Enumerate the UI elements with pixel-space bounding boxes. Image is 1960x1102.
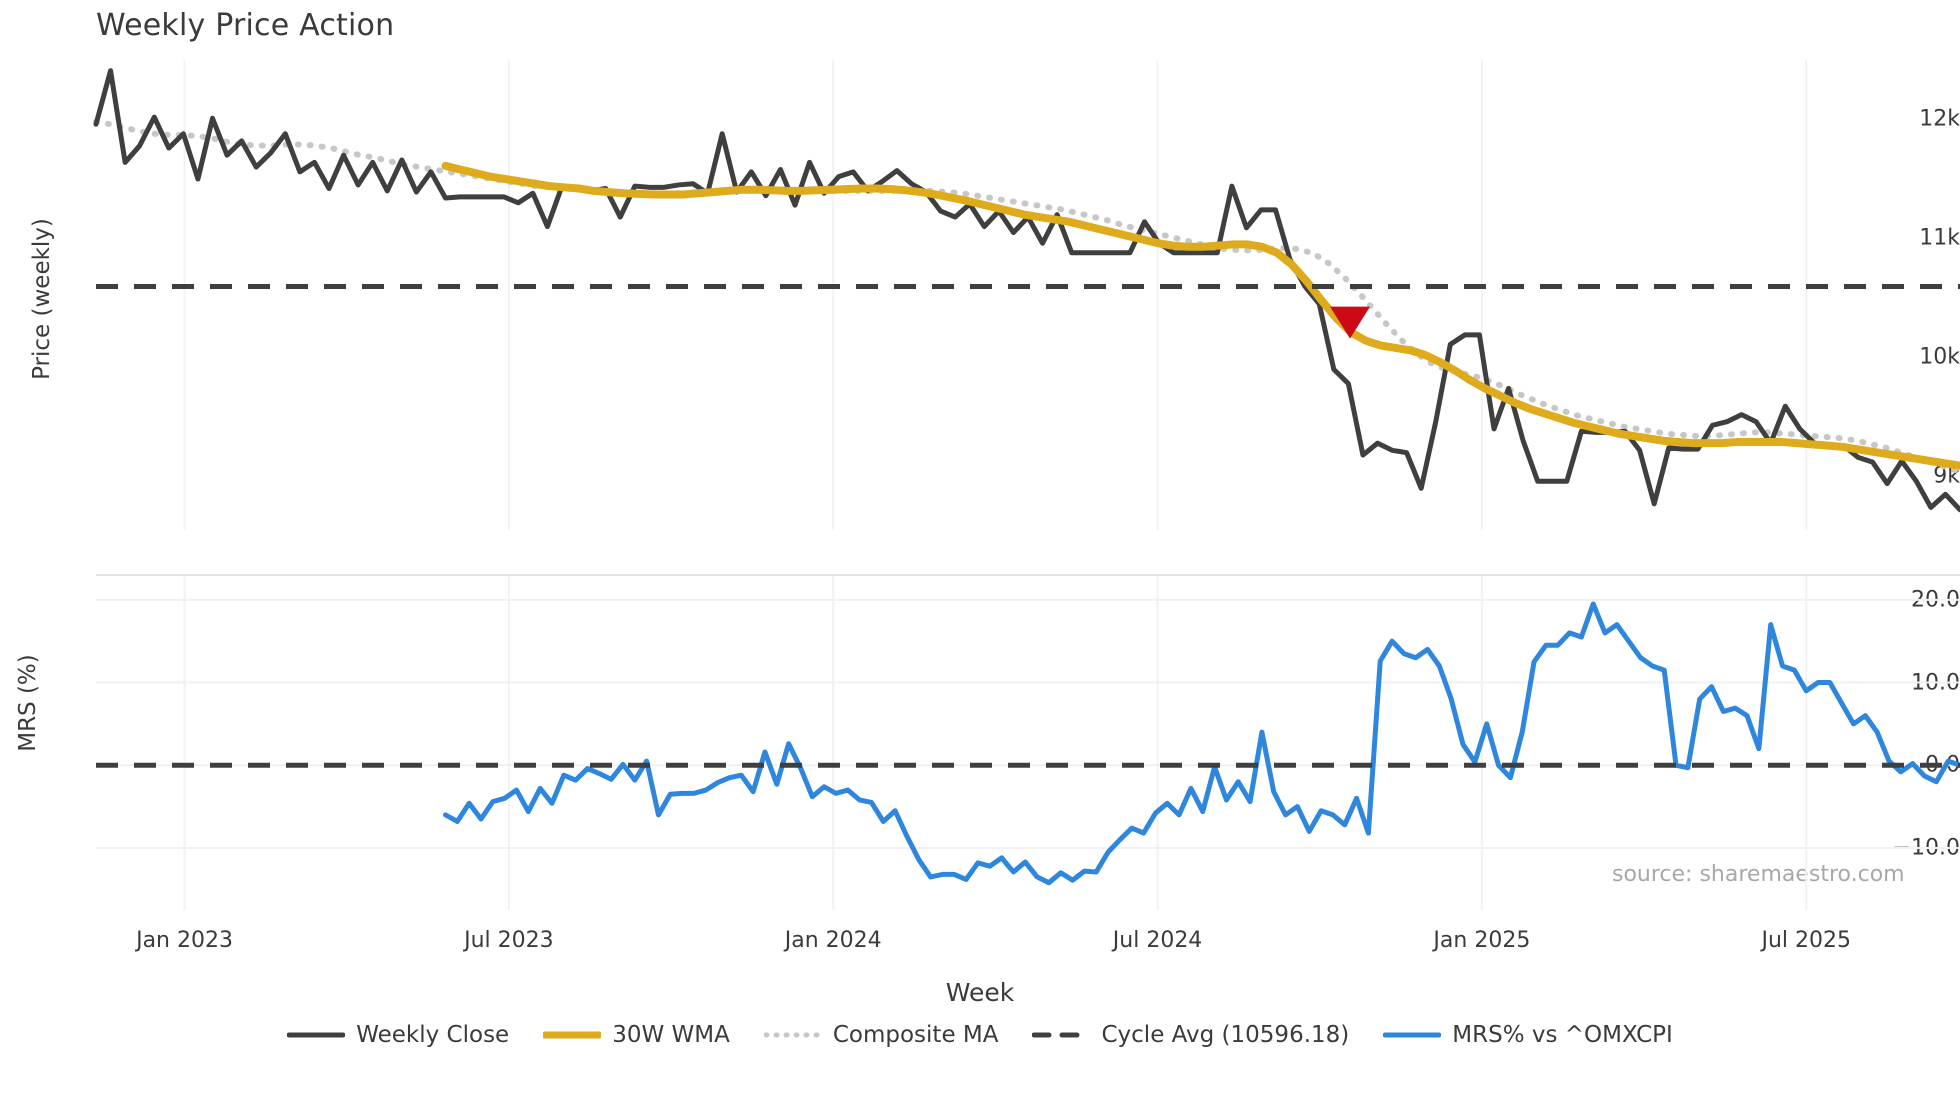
x-tick-label: Jul 2025 (1761, 928, 1851, 953)
legend-swatch-2 (543, 1031, 602, 1039)
legend-label: MRS% vs ^OMXCPI (1452, 1022, 1673, 1048)
series-30w-wma (441, 161, 1960, 470)
legend-swatch-4 (1032, 1032, 1091, 1038)
legend-item[interactable]: Cycle Avg (10596.18) (1032, 1022, 1349, 1048)
legend-label: Weekly Close (356, 1022, 510, 1048)
legend-swatch-5 (1383, 1032, 1442, 1038)
x-tick-label: Jul 2023 (464, 928, 554, 953)
chart-title: Weekly Price Action (96, 8, 395, 43)
legend-label: Composite MA (832, 1022, 999, 1048)
legend-item[interactable]: Weekly Close (287, 1022, 509, 1048)
legend-label: 30W WMA (612, 1022, 730, 1048)
source-note: source: sharemaestro.com (1612, 862, 1905, 887)
x-tick-label: Jan 2023 (136, 928, 233, 953)
x-tick-label: Jul 2024 (1112, 928, 1203, 953)
series-composite-ma (93, 118, 1960, 475)
price-y-tick-label: 11k (1919, 225, 1960, 251)
price-y-tick-label: 12k (1919, 106, 1960, 132)
legend-item[interactable]: Composite MA (763, 1022, 999, 1048)
x-axis-label: Week (945, 978, 1015, 1007)
x-tick-label: Jan 2024 (784, 928, 882, 953)
series-mrs-percent (443, 601, 1960, 886)
legend-item[interactable]: MRS% vs ^OMXCPI (1383, 1022, 1673, 1048)
x-tick-label: Jan 2025 (1433, 928, 1531, 953)
legend-swatch-3 (763, 1032, 822, 1038)
chart-legend: Weekly Close 30W WMA Composite MA Cycle Avg… (0, 1022, 1960, 1048)
legend-swatch-1 (287, 1032, 346, 1038)
bearish-signal-marker (1330, 306, 1370, 339)
legend-item[interactable]: 30W WMA (543, 1022, 730, 1048)
price-y-tick-label: 10k (1919, 344, 1960, 370)
legend-label: Cycle Avg (10596.18) (1101, 1022, 1350, 1048)
